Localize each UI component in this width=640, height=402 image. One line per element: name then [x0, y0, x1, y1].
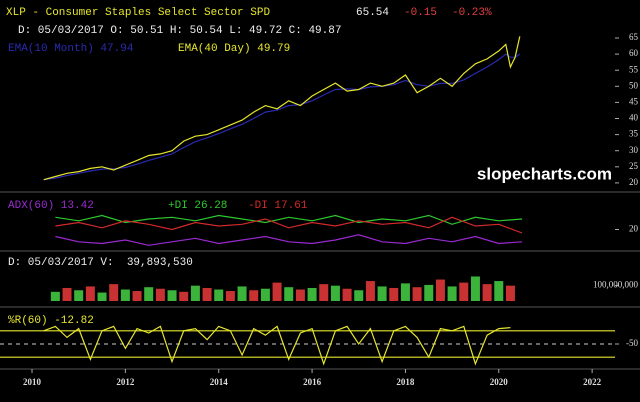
volume-bar: [50, 291, 60, 301]
volume-bar: [179, 291, 189, 301]
volume-bar: [62, 287, 72, 301]
volume-bar: [214, 289, 224, 301]
volume-bar: [167, 290, 177, 301]
volume-bar: [424, 284, 434, 301]
x-tick-label: 2018: [396, 377, 415, 387]
y-tick-label: 40: [629, 113, 639, 123]
volume-bar: [85, 286, 95, 301]
volume-bar: [412, 287, 422, 301]
volume-bar: [202, 287, 212, 301]
y-tick-label: 60: [629, 48, 639, 58]
volume-bar: [505, 285, 515, 301]
series-line: [43, 53, 521, 181]
volume-title: D: 05/03/2017 V: 39,893,530: [8, 257, 193, 269]
watermark: slopecharts.com: [477, 164, 612, 183]
y-tick-label: 20: [629, 177, 639, 187]
volume-bar: [97, 292, 107, 301]
quote-change: -0.15: [404, 7, 437, 19]
x-tick-label: 2010: [23, 377, 42, 387]
y-tick-label: 20: [629, 224, 639, 234]
quote-change-pct: -0.23%: [452, 7, 492, 19]
quote-last: 65.54: [356, 7, 389, 19]
volume-bar: [447, 286, 457, 301]
legend-entry: -DI 17.61: [248, 200, 308, 212]
chart-title: XLP - Consumer Staples Select Sector SPD: [6, 7, 270, 19]
volume-bar: [377, 286, 387, 301]
series-line: [43, 36, 521, 181]
volume-bar: [319, 284, 329, 301]
volume-bar: [225, 291, 235, 301]
volume-bar: [74, 290, 84, 301]
volume-bar: [284, 287, 294, 301]
volume-bar: [494, 281, 504, 301]
volume-bar: [482, 284, 492, 301]
x-tick-label: 2016: [303, 377, 322, 387]
volume-bar: [155, 288, 165, 301]
volume-bar: [120, 289, 130, 301]
legend-entry: +DI 26.28: [168, 200, 227, 212]
legend-entry: %R(60) -12.82: [8, 315, 94, 327]
volume-bar: [307, 287, 317, 301]
legend-entry: ADX(60) 13.42: [8, 200, 94, 212]
volume-bar: [389, 287, 399, 301]
volume-bar: [435, 279, 445, 301]
volume-bar: [272, 282, 282, 301]
y-tick-label: 100,000,000: [593, 280, 639, 290]
legend-entry: EMA(10 Month) 47.94: [8, 43, 134, 55]
volume-bar: [330, 285, 340, 301]
y-tick-label: 35: [629, 129, 639, 139]
ohlc: D: 05/03/2017 O: 50.51 H: 50.54 L: 49.72…: [18, 25, 341, 37]
series-line: [55, 234, 523, 246]
volume-bar: [190, 285, 200, 301]
volume-bar: [400, 283, 410, 301]
volume-bar: [237, 286, 247, 301]
series-line: [55, 216, 523, 234]
volume-bar: [260, 288, 270, 301]
volume-bar: [109, 284, 119, 301]
y-tick-label: 55: [629, 64, 639, 74]
volume-bar: [470, 276, 480, 301]
volume-bar: [144, 287, 154, 301]
x-tick-label: 2020: [490, 377, 509, 387]
x-tick-label: 2014: [210, 377, 229, 387]
legend-entry: EMA(40 Day) 49.79: [178, 43, 290, 55]
volume-bar: [249, 290, 259, 301]
y-tick-label: -50: [626, 338, 638, 348]
y-tick-label: 65: [629, 32, 639, 42]
x-tick-label: 2012: [116, 377, 135, 387]
y-tick-label: 30: [629, 145, 639, 155]
volume-bar: [342, 288, 352, 301]
volume-bar: [459, 282, 469, 301]
volume-bar: [354, 290, 364, 301]
series-line: [43, 325, 511, 366]
volume-bar: [365, 281, 375, 301]
y-tick-label: 25: [629, 161, 639, 171]
y-tick-label: 45: [629, 96, 639, 106]
volume-bar: [295, 289, 305, 301]
x-tick-label: 2022: [583, 377, 602, 387]
volume-bar: [132, 291, 142, 301]
y-tick-label: 50: [629, 80, 639, 90]
